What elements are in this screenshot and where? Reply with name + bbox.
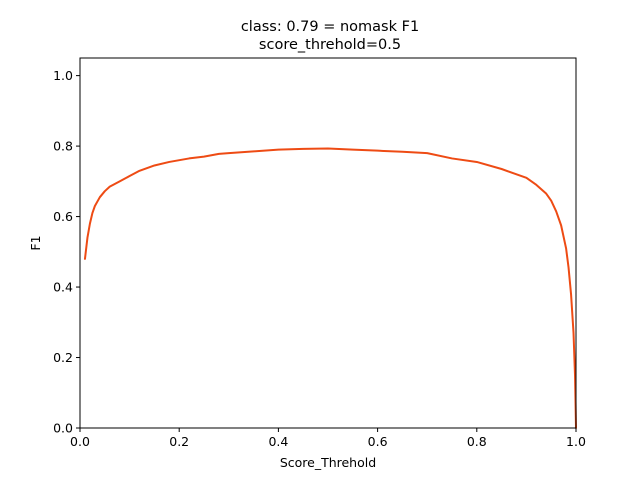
plot-background <box>80 58 576 428</box>
y-tick-label: 0.2 <box>53 350 73 365</box>
x-tick-label: 1.0 <box>566 434 586 449</box>
x-tick-label: 0.6 <box>368 434 388 449</box>
x-tick-label: 0.4 <box>268 434 288 449</box>
x-tick-label: 0.0 <box>70 434 90 449</box>
y-axis-label: F1 <box>28 235 43 250</box>
y-tick-label: 0.0 <box>53 421 73 436</box>
x-tick-label: 0.2 <box>169 434 189 449</box>
chart-subtitle: score_threhold=0.5 <box>259 37 401 53</box>
y-tick-label: 1.0 <box>53 68 73 83</box>
f1-curve-line <box>83 147 577 429</box>
x-axis-label: Score_Threhold <box>280 455 376 470</box>
y-tick-label: 0.4 <box>53 280 73 295</box>
x-tick-label: 0.8 <box>467 434 487 449</box>
chart-title: class: 0.79 = nomask F1 <box>241 19 419 35</box>
y-tick-label: 0.8 <box>53 139 73 154</box>
x-axis-ticks: 0.0 0.2 0.4 0.6 0.8 1.0 <box>70 428 586 449</box>
y-axis-ticks: 0.0 0.2 0.4 0.6 0.8 1.0 <box>53 68 80 436</box>
plot-area <box>79 57 577 429</box>
y-tick-label: 0.6 <box>53 209 73 224</box>
plot-frame <box>79 57 577 429</box>
